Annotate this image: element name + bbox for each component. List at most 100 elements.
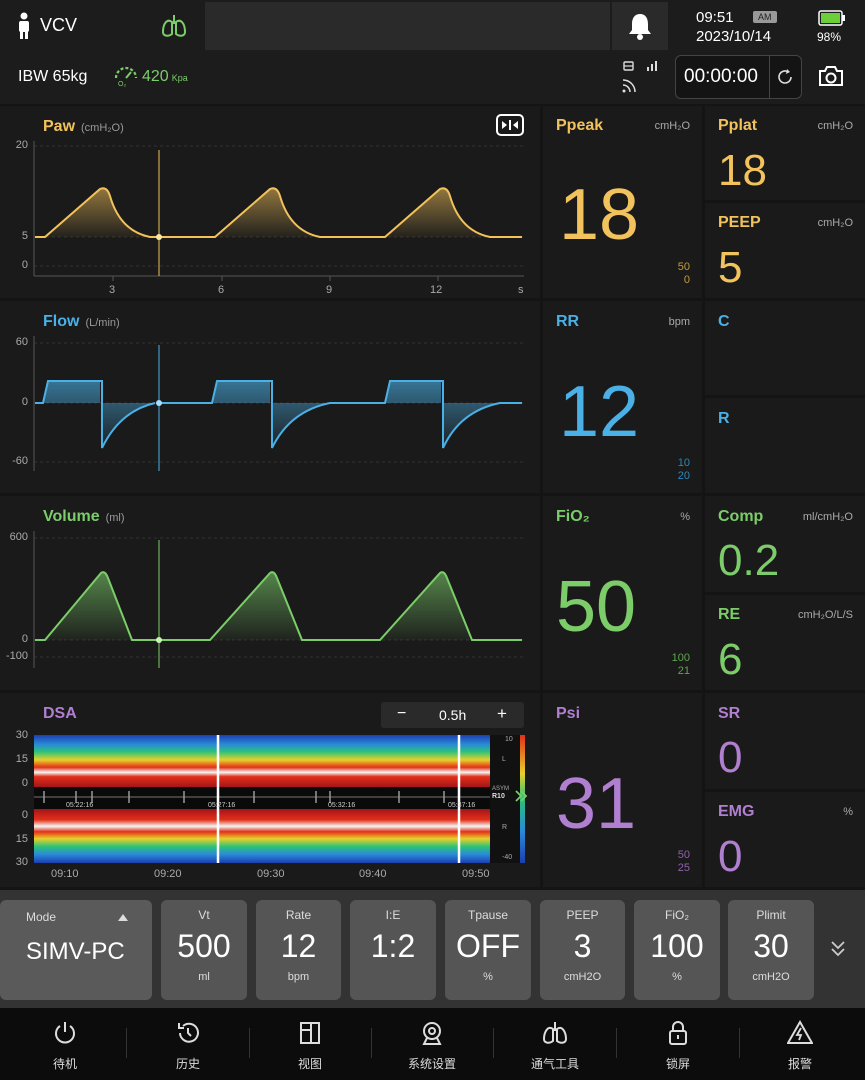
o2-icon-label: O₂ — [118, 81, 127, 88]
volume-y-label: -100 — [5, 650, 28, 662]
comp-value: 0.2 — [718, 536, 780, 585]
r-panel[interactable]: R — [705, 398, 865, 493]
nav-system-settings[interactable]: 系统设置 — [382, 1020, 482, 1072]
rr-name: RR — [556, 313, 580, 330]
nav-ventilation-tools[interactable]: 通气工具 — [505, 1020, 605, 1072]
bottom-nav: 待机 历史 视图 系统设置 通气工具 锁屏 报警 — [0, 1008, 865, 1080]
nav-label: 锁屏 — [665, 1057, 690, 1071]
top-bar: VCV 09:51 AM 2023/10/14 98% IBW 65kg O₂ … — [0, 0, 865, 104]
caret-up-icon — [118, 914, 128, 921]
camera-icon[interactable] — [818, 65, 844, 87]
comp-unit: ml/cmH₂O — [802, 511, 853, 523]
chevron-right-icon[interactable] — [514, 789, 528, 803]
nav-lock-screen[interactable]: 锁屏 — [628, 1020, 728, 1072]
volume-waveform — [33, 531, 524, 668]
chevron-double-down-icon[interactable] — [830, 940, 846, 958]
nav-history[interactable]: 历史 — [138, 1020, 238, 1072]
fio2-setting-button[interactable]: FiO₂ 100 % — [634, 900, 720, 1000]
flow-y-label: 0 — [21, 396, 28, 408]
emg-panel[interactable]: EMG % 0 — [705, 792, 865, 887]
ie-setting-button[interactable]: I:E 1:2 — [350, 900, 436, 1000]
paw-x-label: 9 — [326, 284, 333, 296]
re-panel[interactable]: RE cmH₂O/L/S 6 — [705, 595, 865, 690]
peep-value: 5 — [718, 243, 743, 292]
clock-time: 09:51 — [696, 9, 734, 26]
rate-setting-button[interactable]: Rate 12 bpm — [256, 900, 341, 1000]
dsa-x-label: 09:20 — [154, 868, 182, 880]
r-name: R — [718, 410, 730, 427]
tpause-setting-button[interactable]: Tpause OFF % — [445, 900, 531, 1000]
power-icon — [55, 1022, 75, 1044]
dsa-y-label: 30 — [15, 729, 28, 741]
lungs-icon[interactable] — [160, 12, 188, 40]
rate-setting-label: Rate — [285, 908, 312, 922]
paw-waveform-panel[interactable]: Paw (cmH₂O) 20 5 0 3 6 9 12 s — [0, 106, 540, 298]
vt-setting-label: Vt — [198, 908, 210, 922]
fio2-setting-unit: % — [672, 971, 682, 983]
rr-unit: bpm — [668, 316, 690, 328]
dsa-panel[interactable]: DSA − 0.5h + 30 15 0 0 15 30 — [0, 693, 540, 887]
timer-reset-icon[interactable] — [776, 68, 794, 86]
re-unit: cmH₂O/L/S — [798, 609, 853, 621]
alarm-message-area[interactable] — [205, 2, 610, 50]
dsa-spectrogram — [34, 735, 525, 863]
pplat-value: 18 — [718, 146, 767, 195]
vt-setting-unit: ml — [198, 971, 210, 983]
dsa-scale-label: ASYM — [492, 786, 510, 792]
paw-x-unit: s — [518, 284, 524, 296]
freeze-icon[interactable] — [496, 114, 524, 136]
peep-panel[interactable]: PEEP cmH₂O 5 — [705, 203, 865, 298]
dsa-zoom-out-button[interactable]: − — [397, 705, 407, 722]
sr-panel[interactable]: SR 0 — [705, 693, 865, 789]
mode-label: Mode — [26, 910, 57, 924]
fio2-value: 50 — [556, 567, 637, 647]
emg-value: 0 — [718, 832, 743, 881]
ie-setting-value: 1:2 — [370, 928, 416, 964]
lock-icon — [669, 1021, 687, 1045]
c-panel[interactable]: C — [705, 301, 865, 395]
rate-setting-value: 12 — [280, 928, 317, 964]
alarm-bell-button[interactable] — [612, 2, 668, 50]
dsa-scale-label: L — [502, 756, 506, 763]
dsa-marker-time: 05:37:16 — [448, 802, 476, 809]
dsa-window-value: 0.5h — [439, 707, 467, 723]
psi-value: 31 — [556, 764, 637, 844]
flow-waveform-panel[interactable]: Flow (L/min) 60 0 -60 — [0, 301, 540, 493]
psi-panel[interactable]: Psi 31 50 25 — [543, 693, 702, 887]
vt-setting-button[interactable]: Vt 500 ml — [161, 900, 247, 1000]
flow-y-label: -60 — [12, 455, 28, 467]
nav-label: 系统设置 — [407, 1057, 456, 1071]
nav-view[interactable]: 视图 — [260, 1020, 360, 1072]
ppeak-name: Ppeak — [556, 117, 604, 134]
plimit-setting-button[interactable]: Plimit 30 cmH2O — [728, 900, 814, 1000]
dsa-marker-time: 05:27:16 — [208, 802, 236, 809]
timer-box[interactable]: 00:00:00 — [675, 55, 802, 99]
volume-waveform-panel[interactable]: Volume (ml) 600 0 -100 — [0, 496, 540, 690]
dsa-x-label: 09:10 — [51, 868, 79, 880]
dsa-y-label: 15 — [15, 753, 28, 765]
rate-setting-unit: bpm — [287, 971, 310, 983]
mode-button[interactable]: Mode SIMV-PC — [0, 900, 152, 1000]
ppeak-panel[interactable]: Ppeak cmH₂O 18 50 0 — [543, 106, 702, 298]
o2-supply-pressure: 420 Kpa — [142, 68, 188, 85]
rr-panel[interactable]: RR bpm 12 10 20 — [543, 301, 702, 493]
dsa-x-label: 09:50 — [462, 868, 490, 880]
ventilation-mode: VCV — [40, 15, 78, 35]
fio2-setting-value: 100 — [650, 928, 704, 964]
paw-y-label: 0 — [21, 259, 28, 271]
fio2-unit: % — [680, 511, 690, 523]
dsa-y-label: 30 — [15, 856, 28, 868]
nav-alarm[interactable]: 报警 — [750, 1019, 850, 1072]
psi-name: Psi — [556, 705, 581, 722]
pplat-panel[interactable]: Pplat cmH₂O 18 — [705, 106, 865, 200]
nav-standby[interactable]: 待机 — [15, 1020, 115, 1072]
dsa-zoom-in-button[interactable]: + — [497, 704, 507, 723]
battery-level: 98% — [817, 30, 842, 44]
fio2-setting-label: FiO₂ — [665, 908, 689, 922]
dsa-x-label: 09:30 — [257, 868, 285, 880]
comp-panel[interactable]: Comp ml/cmH₂O 0.2 — [705, 496, 865, 592]
c-name: C — [718, 313, 730, 330]
peep-setting-unit: cmH2O — [563, 971, 602, 983]
fio2-panel[interactable]: FiO₂ % 50 100 21 — [543, 496, 702, 690]
peep-setting-button[interactable]: PEEP 3 cmH2O — [540, 900, 625, 1000]
